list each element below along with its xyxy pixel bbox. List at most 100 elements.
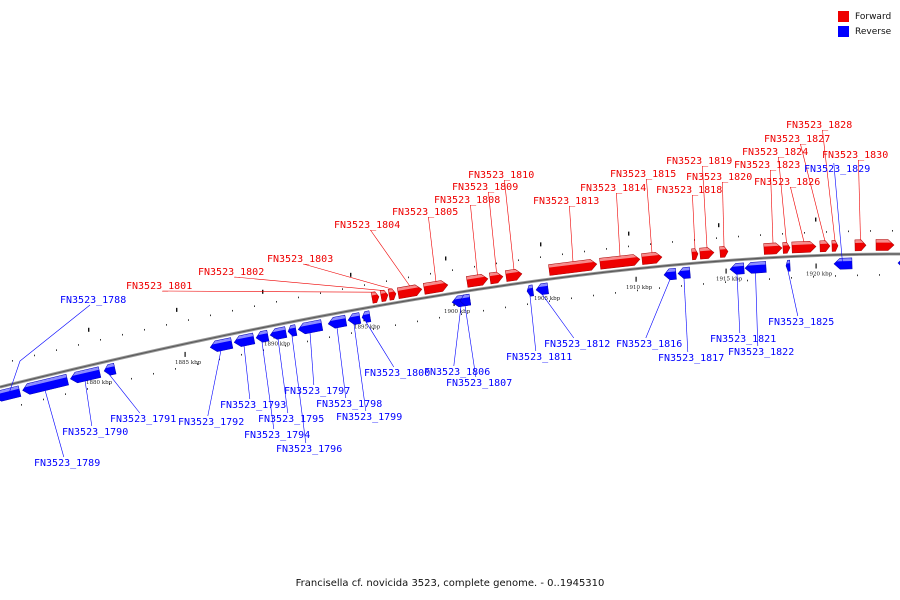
gene-FN3523_1803[interactable]: FN3523_1803	[267, 254, 397, 301]
gene-FN3523_1822[interactable]: FN3523_1822	[728, 261, 794, 358]
gene-label: FN3523_1812	[544, 339, 610, 350]
leader-line	[365, 321, 395, 368]
gene-FN3523_1813[interactable]: FN3523_1813	[533, 196, 599, 276]
legend-reverse-label: Reverse	[855, 26, 892, 37]
gene-FN3523_1809[interactable]: FN3523_1809	[452, 182, 518, 285]
genes: FN3523_1788 FN3523_1789 FN3523_1790 FN3523_…	[0, 120, 900, 469]
gene-FN3523_1825[interactable]: FN3523_1825	[768, 259, 834, 328]
gene-FN3523_1821[interactable]: FN3523_1821	[710, 262, 776, 345]
gene-FN3523_1798[interactable]: FN3523_1798	[316, 314, 382, 410]
leader-line	[309, 332, 315, 386]
gene-arrow	[459, 293, 472, 307]
gene-label: FN3523_1796	[276, 444, 342, 455]
gene-label: FN3523_1807	[446, 378, 512, 389]
gene-FN3523_1791[interactable]: FN3523_1791	[103, 362, 176, 425]
gene-arrow	[269, 326, 288, 340]
leader-line	[616, 192, 621, 257]
leader-line	[541, 293, 575, 339]
gene-label: FN3523_1795	[258, 414, 324, 425]
leader-line	[702, 165, 708, 249]
gene-label: FN3523_1809	[452, 182, 518, 193]
leader-line	[504, 179, 515, 271]
gene-label: FN3523_1799	[336, 412, 402, 423]
gene-FN3523_1794[interactable]: FN3523_1794	[244, 329, 310, 441]
gene-FN3523_1788[interactable]: FN3523_1788	[0, 295, 126, 403]
gene-FN3523_1799[interactable]: FN3523_1799	[336, 312, 402, 423]
gene-FN3523_1790[interactable]: FN3523_1790	[62, 366, 128, 438]
leader-line	[755, 272, 759, 347]
leader-line	[6, 360, 21, 400]
gene-label: FN3523_1810	[468, 170, 534, 181]
gene-label: FN3523_1817	[658, 353, 724, 364]
gene-FN3523_1806[interactable]: FN3523_1806	[424, 293, 490, 378]
gene-arrow	[791, 240, 817, 254]
gene-FN3523_1828[interactable]: FN3523_1828	[786, 120, 852, 252]
gene-label: FN3523_1803	[267, 254, 333, 265]
leader-line	[692, 194, 696, 250]
gene-label: FN3523_1788	[60, 295, 126, 306]
leader-line	[353, 324, 367, 412]
gene-FN3523_1807[interactable]: FN3523_1807	[446, 293, 512, 389]
gene-label: FN3523_1813	[533, 196, 599, 207]
gene-label: FN3523_1789	[34, 458, 100, 469]
gene-arrow	[699, 247, 715, 260]
gene-FN3523_1812[interactable]: FN3523_1812	[535, 282, 610, 350]
tick-label: 1920 kbp	[806, 272, 833, 278]
gene-label: FN3523_1815	[610, 169, 676, 180]
leader-line	[162, 290, 376, 293]
leader-line	[488, 191, 497, 273]
gene-label: FN3523_1798	[316, 399, 382, 410]
gene-FN3523_1795[interactable]: FN3523_1795	[258, 326, 324, 425]
gene-arrow	[744, 261, 767, 274]
gene-arrow	[782, 242, 791, 254]
gene-FN3523_1805[interactable]: FN3523_1805	[392, 207, 458, 295]
gene-FN3523_1811[interactable]: FN3523_1811	[506, 284, 572, 363]
leader-line	[84, 380, 93, 427]
forward-swatch	[838, 11, 849, 22]
gene-FN3523_1816[interactable]: FN3523_1816	[616, 268, 682, 350]
gene-FN3523_1797[interactable]: FN3523_1797	[284, 319, 350, 397]
gene-FN3523_1820[interactable]: FN3523_1820	[686, 172, 752, 258]
gene-FN3523_1823[interactable]: FN3523_1823	[734, 160, 800, 255]
gene-FN3523_1814[interactable]: FN3523_1814	[580, 183, 646, 270]
gene-label: FN3523_1806	[424, 367, 490, 378]
gene-arrow	[0, 385, 22, 402]
gene-FN3523_1793[interactable]: FN3523_1793	[220, 332, 286, 411]
gene-FN3523_1802[interactable]: FN3523_1802	[198, 267, 389, 302]
gene-FN3523_1818[interactable]: FN3523_1818	[656, 185, 722, 261]
gene-FN3523_1800[interactable]: FN3523_1800	[361, 310, 430, 379]
gene-FN3523_1801[interactable]: FN3523_1801	[126, 281, 380, 304]
gene-FN3523_1817[interactable]: FN3523_1817	[658, 266, 724, 364]
gene-FN3523_1827[interactable]: FN3523_1827	[764, 134, 831, 253]
gene-FN3523_1808[interactable]: FN3523_1808	[434, 195, 500, 288]
gene-label: FN3523_1804	[334, 220, 400, 231]
gene-label: FN3523_1827	[764, 134, 830, 145]
gene-label: FN3523_1792	[178, 417, 244, 428]
gene-FN3523_1824[interactable]: FN3523_1824	[742, 147, 808, 254]
gene-FN3523_1829[interactable]: FN3523_1829	[804, 162, 870, 270]
gene-label: FN3523_1816	[616, 339, 682, 350]
leader-line	[291, 335, 307, 444]
legend: Forward Reverse	[838, 9, 891, 39]
gene-FN3523_1810[interactable]: FN3523_1810	[468, 170, 534, 282]
gene-label: FN3523_1830	[822, 150, 888, 161]
gene-FN3523_1796[interactable]: FN3523_1796	[276, 324, 342, 455]
leader-line	[778, 156, 787, 243]
tick-label: 1885 kbp	[175, 360, 202, 366]
gene-FN3523_1792[interactable]: FN3523_1792	[178, 337, 244, 428]
gene-arrow	[103, 362, 117, 376]
gene-arrow	[526, 284, 535, 297]
gene-FN3523_1815[interactable]: FN3523_1815	[610, 169, 676, 265]
gene-FN3523_1804[interactable]: FN3523_1804	[334, 220, 423, 299]
leader-line	[569, 205, 574, 263]
gene-FN3523_1830[interactable]: FN3523_1830	[822, 150, 888, 252]
leader-line	[822, 129, 836, 241]
gene-arrow	[370, 291, 380, 304]
leader-line	[207, 350, 222, 417]
leader-line	[44, 389, 65, 458]
gene-FN3523_1789[interactable]: FN3523_1789	[21, 373, 100, 469]
gene-arrow	[422, 280, 449, 295]
gene-arrow	[599, 254, 641, 270]
gene-FN3523_1826[interactable]: FN3523_1826	[754, 177, 820, 254]
gene-FN3523_1819[interactable]: FN3523_1819	[666, 156, 732, 260]
